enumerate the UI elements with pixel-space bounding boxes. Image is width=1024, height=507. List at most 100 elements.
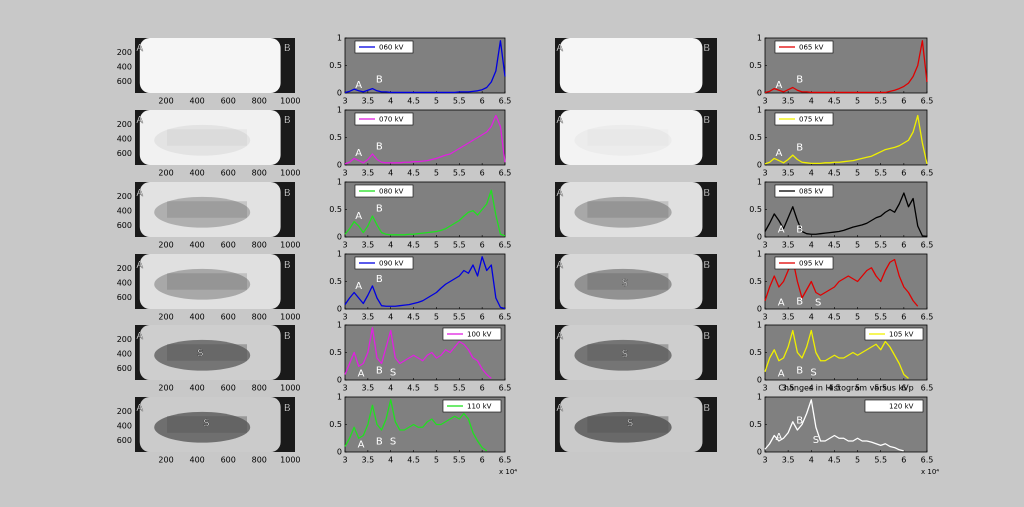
x-tick-label: 3 (342, 313, 347, 322)
y-tick-label: 0 (757, 161, 762, 170)
x-tick-label: 4 (388, 456, 393, 465)
annotation: B (703, 331, 710, 342)
x-tick-label: 5.5 (453, 97, 466, 106)
image-field (559, 182, 703, 237)
x-tick-label: 3.5 (361, 313, 374, 322)
y-tick-label: 600 (117, 293, 132, 302)
image-band (167, 129, 247, 146)
annotation: B (796, 296, 803, 307)
x-tick-label: 4.5 (828, 456, 841, 465)
x-tick-label: 800 (252, 97, 267, 106)
annotation: A (136, 188, 143, 199)
x-tick-label: 600 (221, 241, 236, 250)
x-tick-label: 3.5 (782, 241, 795, 250)
x-tick-label: 5 (855, 169, 860, 178)
x-tick-label: 200 (158, 313, 173, 322)
series-line (344, 327, 492, 379)
x-tick-label: 6 (480, 313, 485, 322)
y-tick-label: 1 (757, 321, 762, 330)
x-tick-label: 6.5 (499, 169, 512, 178)
legend-label: 070 kV (379, 116, 404, 124)
x-tick-label: 3.5 (361, 169, 374, 178)
y-tick-label: 1 (337, 106, 342, 115)
image-band (587, 344, 669, 361)
x-tick-label: 200 (158, 384, 173, 393)
x-tick-label: 3.5 (782, 97, 795, 106)
annotation: B (703, 188, 710, 199)
y-tick-label: 0 (337, 376, 342, 385)
x-tick-label: 3 (762, 456, 767, 465)
y-tick-label: 0.5 (749, 277, 762, 286)
legend-box (354, 40, 414, 54)
x-tick-label: 4 (388, 97, 393, 106)
series-line (764, 399, 905, 452)
annotation: S (390, 437, 396, 448)
x-tick-label: 6.5 (921, 456, 934, 465)
y-tick-label: 200 (117, 407, 132, 416)
annotation: B (796, 74, 803, 85)
x-tick-label: 400 (189, 97, 204, 106)
x-tick-label: 6 (901, 169, 906, 178)
x-tick-label: 400 (189, 313, 204, 322)
x-tick-label: 6 (901, 313, 906, 322)
x-tick-label: 6 (480, 384, 485, 393)
legend-box (774, 112, 834, 126)
x-tick-label: 400 (189, 384, 204, 393)
x-tick-label: 6 (480, 97, 485, 106)
x-tick-label: 3 (762, 97, 767, 106)
annotation: A (778, 297, 785, 308)
x-tick-label: 1000 (280, 169, 300, 178)
x-tick-label: 600 (221, 456, 236, 465)
x-tick-label: 800 (252, 313, 267, 322)
x-tick-label: 4 (388, 169, 393, 178)
annotation: A (136, 43, 143, 54)
image-field (559, 110, 703, 165)
image-object (154, 268, 251, 300)
x-tick-label: 400 (189, 241, 204, 250)
legend-box (774, 40, 834, 54)
x-tick-label: 800 (252, 456, 267, 465)
image-object (574, 268, 672, 300)
x-tick-label: 3.5 (361, 97, 374, 106)
x-tick-label: 4.5 (407, 241, 420, 250)
y-tick-label: 1 (337, 393, 342, 402)
y-tick-label: 400 (117, 206, 132, 215)
x-tick-label: 200 (158, 456, 173, 465)
x-tick-label: 4 (809, 313, 814, 322)
legend-box (354, 256, 414, 270)
x-tick-label: 3 (342, 384, 347, 393)
image-tone (139, 110, 281, 165)
x-tick-label: 5 (434, 241, 439, 250)
x-tick-label: 3 (342, 97, 347, 106)
x-tick-label: 6 (480, 456, 485, 465)
x-tick-label: 5 (434, 456, 439, 465)
x-tick-label: 5.5 (453, 241, 466, 250)
x-tick-label: 3.5 (361, 456, 374, 465)
annotation: A (355, 211, 362, 222)
x-tick-label: 3.5 (782, 384, 795, 393)
annotation: B (376, 141, 383, 152)
y-tick-label: 600 (117, 221, 132, 230)
annotation: A (556, 260, 563, 271)
x-tick-label: 6 (480, 241, 485, 250)
y-tick-label: 1 (757, 250, 762, 259)
x-tick-label: 4 (809, 384, 814, 393)
y-tick-label: 600 (117, 77, 132, 86)
y-tick-label: 0 (757, 448, 762, 457)
y-tick-label: 400 (117, 278, 132, 287)
y-tick-label: 0.5 (749, 61, 762, 70)
legend-label: 090 kV (379, 260, 404, 268)
x-tick-label: 3.5 (361, 241, 374, 250)
y-tick-label: 0.5 (329, 348, 342, 357)
x-tick-label: 6.5 (499, 97, 512, 106)
x-tick-label: 4 (388, 313, 393, 322)
series-line (344, 40, 506, 94)
x-tick-label: 5 (434, 313, 439, 322)
y-tick-label: 1 (757, 393, 762, 402)
x-tick-label: 6.5 (921, 384, 934, 393)
x-tick-label: 3 (342, 241, 347, 250)
legend-label: 095 kV (799, 260, 824, 268)
image-object (154, 196, 251, 228)
y-tick-label: 0.5 (329, 277, 342, 286)
